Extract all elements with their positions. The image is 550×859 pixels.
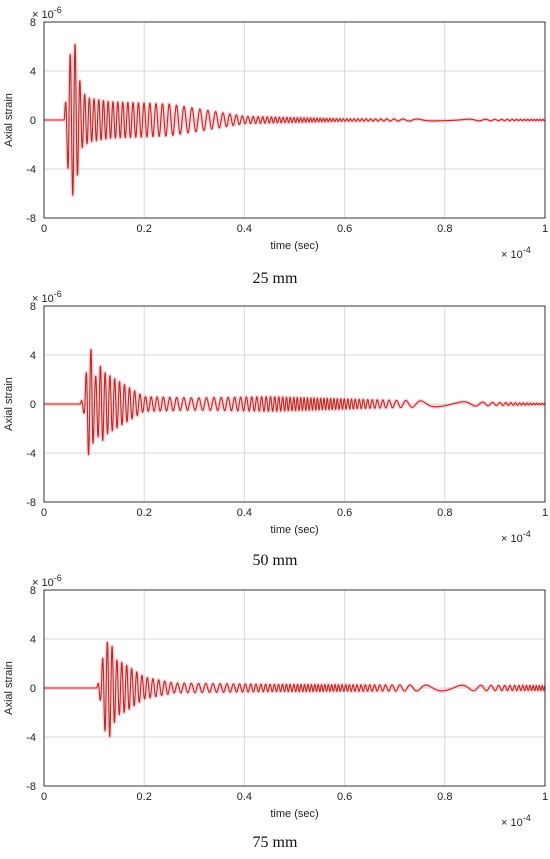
chart-panel-1: 0 0.2 0.4 0.6 0.8 1 8 4 0 -4 -8 × 10-6 × 10-4 time (s… [3,5,548,287]
y-tick-label: -4 [26,448,36,460]
x-axis-label: time (sec) [270,524,318,536]
x-exponent-label: × 10-4 [501,245,531,261]
series-line [43,43,546,196]
x-tick-label: 0.6 [337,507,352,519]
chart-panel-3: 0 0.2 0.4 0.6 0.8 1 8 4 0 -4 -8 × 10-6 × 10-4 time (s… [3,573,548,851]
x-tick-label: 0 [41,791,47,803]
y-tick-label: 4 [30,66,36,78]
y-tick-label: -8 [26,497,36,509]
x-tick-label: 0.6 [337,223,352,235]
x-tick-label: 0 [41,507,47,519]
y-tick-label: 4 [30,350,36,362]
x-tick-label: 0.8 [437,791,452,803]
y-exponent-label: × 10-6 [32,573,62,589]
y-tick-label: -8 [26,213,36,225]
y-exponent-label: × 10-6 [32,5,62,21]
y-tick-label: 8 [30,585,36,597]
panel-caption: 75 mm [253,834,298,851]
y-tick-label: 0 [30,115,36,127]
plot-frame [43,305,546,503]
plot-frame [43,21,546,219]
y-axis-label: Axial strain [3,93,15,147]
y-tick-label: 0 [30,683,36,695]
y-tick-label: 8 [30,17,36,29]
y-tick-label: -8 [26,781,36,793]
x-tick-label: 0 [41,223,47,235]
series-line [43,641,546,738]
plot-frame [43,589,546,787]
x-tick-label: 1 [542,791,548,803]
x-tick-label: 0.2 [137,791,152,803]
y-tick-label: 8 [30,301,36,313]
x-axis-label: time (sec) [270,808,318,820]
x-tick-label: 0.4 [237,791,252,803]
chart-panel-2: 0 0.2 0.4 0.6 0.8 1 8 4 0 -4 -8 × 10-6 × 10-4 time (s… [3,289,548,569]
x-tick-label: 0.4 [237,223,252,235]
x-tick-label: 0.4 [237,507,252,519]
y-tick-label: -4 [26,164,36,176]
y-tick-label: 4 [30,634,36,646]
x-tick-label: 0.2 [137,507,152,519]
series-line [43,348,546,456]
x-tick-label: 0.8 [437,507,452,519]
x-tick-label: 1 [542,223,548,235]
x-tick-label: 1 [542,507,548,519]
x-exponent-label: × 10-4 [501,813,531,829]
x-tick-label: 0.2 [137,223,152,235]
x-exponent-label: × 10-4 [501,529,531,545]
y-exponent-label: × 10-6 [32,289,62,305]
panel-caption: 25 mm [253,270,298,287]
x-tick-label: 0.8 [437,223,452,235]
y-tick-label: -4 [26,732,36,744]
x-tick-label: 0.6 [337,791,352,803]
panel-caption: 50 mm [253,552,298,569]
y-axis-label: Axial strain [3,377,15,431]
y-axis-label: Axial strain [3,661,15,715]
y-tick-label: 0 [30,399,36,411]
x-axis-label: time (sec) [270,240,318,252]
